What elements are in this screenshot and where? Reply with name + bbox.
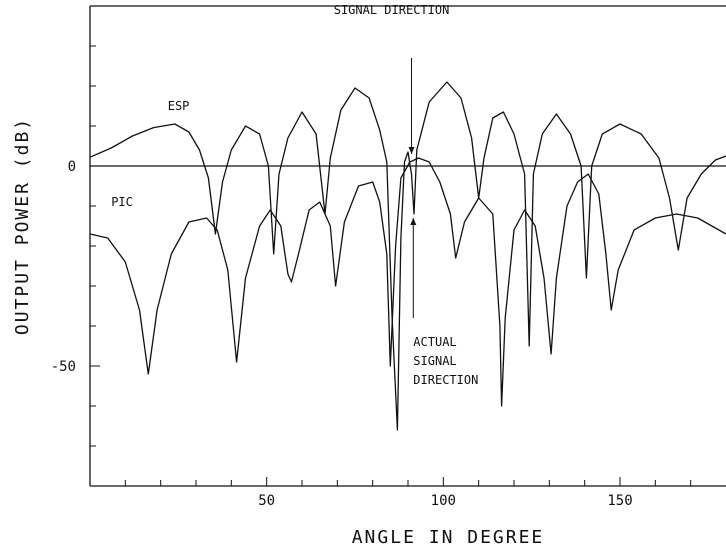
actual-signal-direction-text: ACTUAL (413, 335, 456, 349)
y-tick-label: 0 (68, 159, 76, 175)
series-line-esp (89, 81, 726, 431)
y-tick-label: -50 (51, 359, 76, 375)
actual-signal-direction-text: DIRECTION (413, 373, 478, 387)
series-label-pic: PIC (111, 195, 133, 209)
series-label-esp: ESP (168, 99, 190, 113)
series-line-pic (89, 157, 726, 407)
annotations: ASSUMEDSIGNAL DIRECTIONACTUALSIGNALDIREC… (334, 3, 479, 387)
axis-ticks: 50 100 150 0 -50 (51, 45, 692, 509)
x-tick-label: 150 (607, 493, 632, 509)
assumed-signal-direction-text: SIGNAL DIRECTION (334, 3, 450, 17)
plot-frame (89, 5, 726, 487)
x-axis-title: ANGLE IN DEGREE (352, 527, 545, 547)
series-lines (89, 81, 726, 431)
actual-signal-direction-text: SIGNAL (413, 354, 456, 368)
actual-signal-direction-arrow-head (410, 218, 417, 225)
series-labels: ESP PIC (111, 99, 189, 209)
x-tick-label: 100 (431, 493, 456, 509)
assumed-signal-direction-arrow-head (408, 147, 415, 154)
x-tick-label: 50 (258, 493, 275, 509)
y-axis-title: OUTPUT POWER (dB) (12, 117, 33, 335)
